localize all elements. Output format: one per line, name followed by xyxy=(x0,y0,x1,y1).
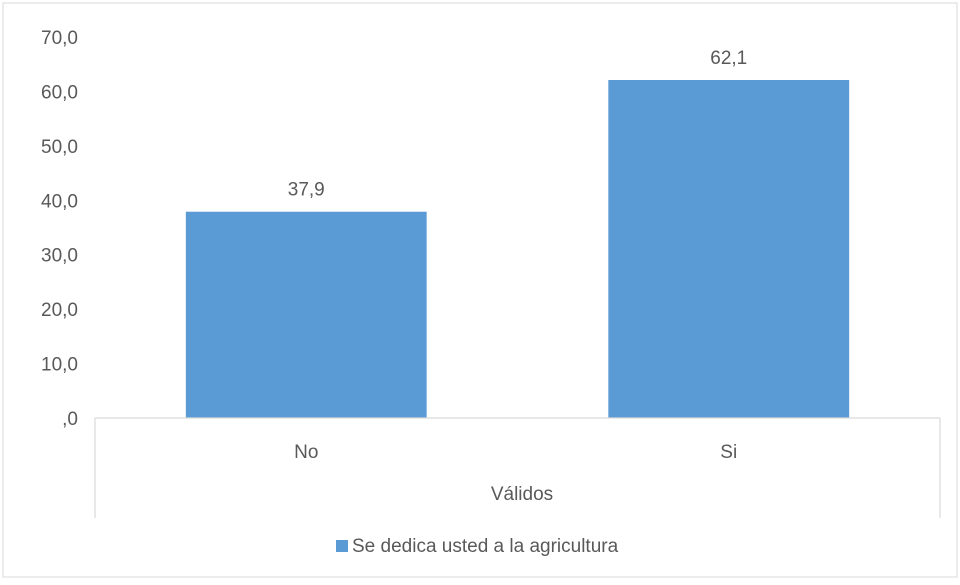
x-category-label: Si xyxy=(720,442,737,463)
y-tick-label: 20,0 xyxy=(41,300,78,321)
y-tick-label: 60,0 xyxy=(41,82,78,103)
x-axis-group-label: Válidos xyxy=(491,484,553,505)
bar-value-label: 62,1 xyxy=(710,48,747,69)
x-category-label: No xyxy=(294,442,318,463)
legend-swatch xyxy=(336,540,348,552)
y-tick-label: ,0 xyxy=(62,409,78,430)
legend-label: Se dedica usted a la agricultura xyxy=(352,536,619,557)
legend: Se dedica usted a la agricultura xyxy=(336,536,619,557)
y-tick-label: 70,0 xyxy=(41,28,78,49)
y-axis-ticks: ,0 10,0 20,0 30,0 40,0 50,0 60,0 70,0 xyxy=(41,28,78,430)
bar-si xyxy=(608,79,850,419)
bar-no xyxy=(185,211,427,418)
bars xyxy=(185,79,850,419)
y-tick-label: 40,0 xyxy=(41,191,78,212)
y-tick-label: 30,0 xyxy=(41,246,78,267)
bar-value-label: 37,9 xyxy=(288,180,325,201)
y-tick-label: 10,0 xyxy=(41,355,78,376)
x-axis-category-labels: No Si xyxy=(294,442,737,463)
y-tick-label: 50,0 xyxy=(41,137,78,158)
x-axis xyxy=(94,417,941,518)
bar-value-labels: 37,9 62,1 xyxy=(288,48,747,201)
